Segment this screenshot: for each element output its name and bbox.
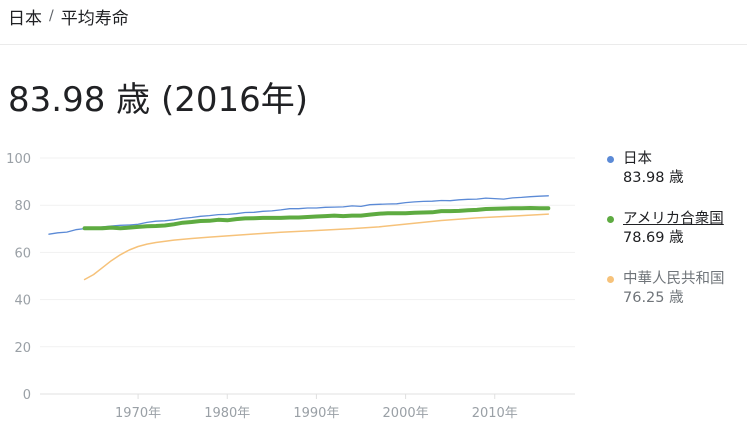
breadcrumb-separator: / xyxy=(49,8,54,24)
series-lines xyxy=(48,195,551,281)
legend-item-china[interactable]: 中華人民共和国 76.25 歳 xyxy=(606,270,746,308)
x-tick-label: 1980年 xyxy=(204,406,250,421)
y-tick-label: 80 xyxy=(14,199,31,214)
legend-item-japan: 日本 83.98 歳 xyxy=(606,150,746,188)
grid-lines xyxy=(40,157,575,395)
x-tick-label: 2010年 xyxy=(472,406,518,421)
legend-value-japan: 83.98 歳 xyxy=(623,170,684,186)
breadcrumb-country-link[interactable]: 日本 xyxy=(8,8,42,29)
x-axis-labels: 1970年 1980年 1990年 2000年 2010年 xyxy=(115,394,518,421)
legend-value-china: 76.25 歳 xyxy=(623,290,684,306)
y-tick-label: 40 xyxy=(14,294,31,309)
legend-name-usa[interactable]: アメリカ合衆国 xyxy=(623,211,724,227)
legend-name-japan: 日本 xyxy=(623,151,652,167)
series-line-japan xyxy=(48,195,549,235)
legend-item-usa[interactable]: アメリカ合衆国 78.69 歳 xyxy=(606,210,746,248)
legend-name-china[interactable]: 中華人民共和国 xyxy=(623,271,725,287)
legend-dot-japan xyxy=(607,156,614,163)
x-tick-label: 1970年 xyxy=(115,406,161,421)
legend-dot-usa xyxy=(607,216,614,223)
y-tick-label: 60 xyxy=(14,246,31,261)
y-tick-label: 20 xyxy=(14,341,31,356)
y-tick-label: 0 xyxy=(23,388,31,403)
x-tick-label: 2000年 xyxy=(383,406,429,421)
breadcrumb: 日本 / 平均寿命 xyxy=(8,4,129,29)
header-divider xyxy=(0,44,747,45)
x-tick-label: 1990年 xyxy=(293,406,339,421)
legend: 日本 83.98 歳 アメリカ合衆国 78.69 歳 中華人民共和国 76.25… xyxy=(606,150,746,330)
y-axis-labels: 0 20 40 60 80 100 xyxy=(6,152,31,403)
legend-value-usa: 78.69 歳 xyxy=(623,230,684,246)
y-tick-label: 100 xyxy=(6,152,31,167)
series-line-usa xyxy=(82,206,551,231)
life-expectancy-chart: 0 20 40 60 80 100 1970年 1980年 1990年 2000年 2010年 xyxy=(6,152,575,421)
headline-value: 83.98 歳 (2016年) xyxy=(8,80,309,120)
breadcrumb-metric-link[interactable]: 平均寿命 xyxy=(60,8,129,29)
legend-dot-china xyxy=(607,276,614,283)
series-line-china xyxy=(83,213,550,281)
